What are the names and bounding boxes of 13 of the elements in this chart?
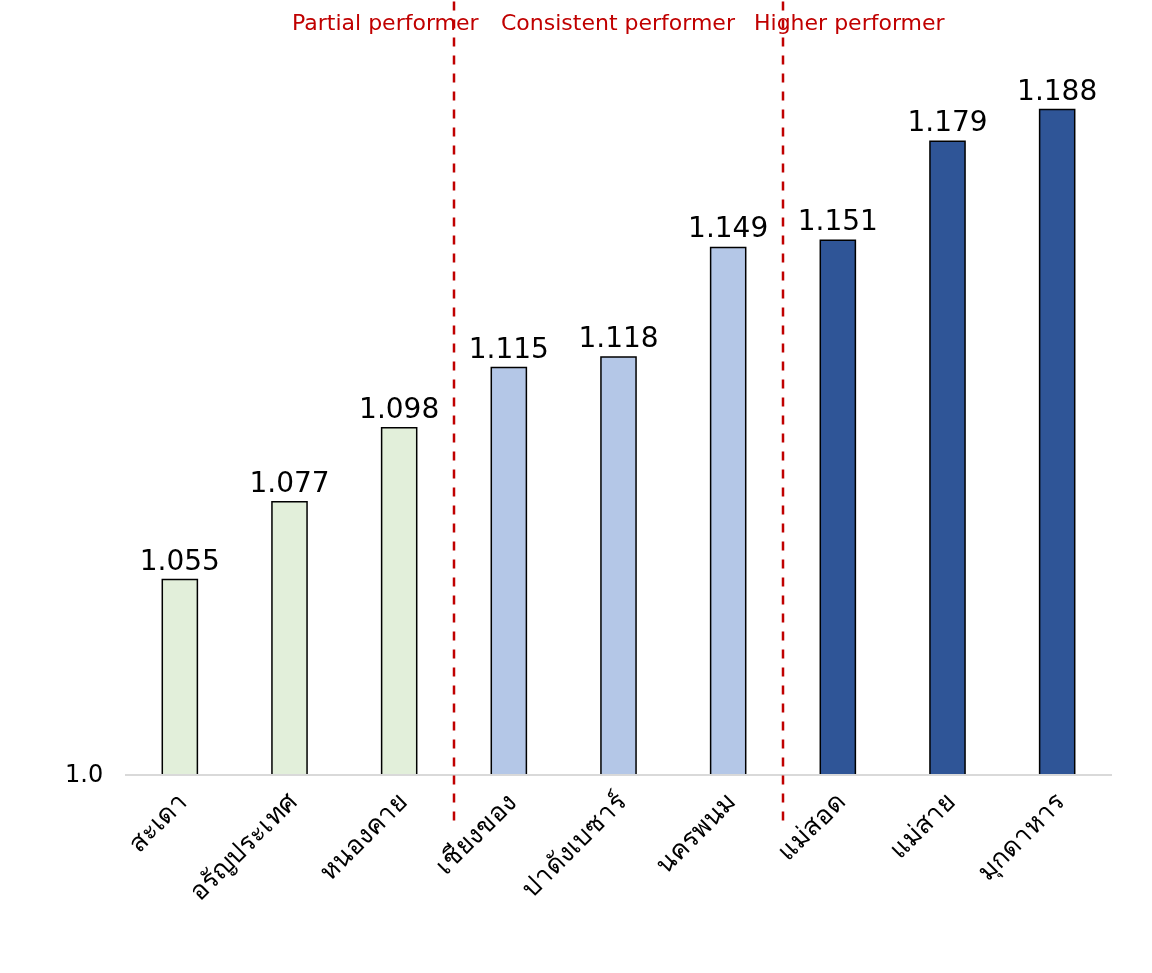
annotation: Higher performer [754, 10, 946, 35]
text: 1.0 [65, 760, 104, 788]
data-label: 1.115 [468, 331, 549, 365]
data-label: 1.151 [797, 204, 878, 238]
annotation: Partial performer [292, 10, 480, 35]
annotation: Consistent performer [501, 10, 736, 35]
data-label: 1.055 [139, 543, 220, 577]
data-label: 1.118 [578, 320, 659, 354]
data-label: 1.098 [359, 391, 440, 425]
data-label: 1.188 [1017, 73, 1098, 107]
data-label: 1.149 [688, 211, 769, 245]
data-label: 1.179 [907, 105, 988, 139]
data-label: 1.077 [249, 465, 330, 499]
